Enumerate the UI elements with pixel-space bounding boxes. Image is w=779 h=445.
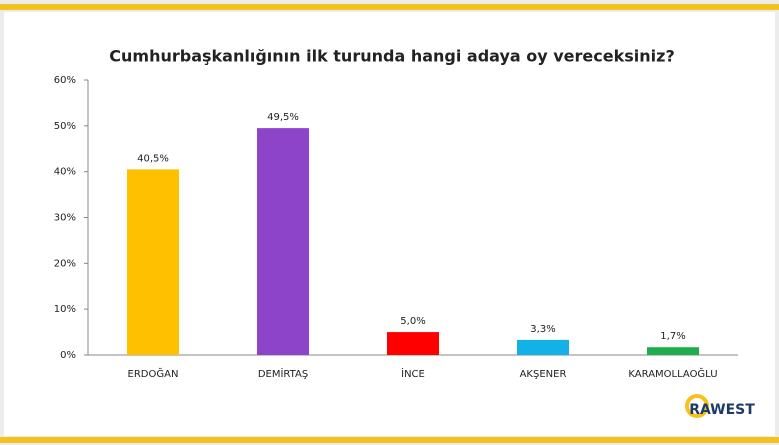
bar xyxy=(517,339,569,355)
y-tick-label: 50% xyxy=(54,121,76,132)
x-tick-label: KARAMOLLAOĞLU xyxy=(628,367,717,380)
bar xyxy=(257,128,309,355)
x-tick-label: ERDOĞAN xyxy=(128,367,179,380)
y-tick-label: 60% xyxy=(54,75,76,86)
bar xyxy=(127,169,179,355)
x-tick-label: DEMİRTAŞ xyxy=(258,367,308,380)
bar xyxy=(387,332,439,355)
bar xyxy=(647,347,699,355)
y-tick-label: 30% xyxy=(54,213,76,224)
logo-mark xyxy=(685,394,709,418)
y-tick-label: 20% xyxy=(54,258,76,269)
value-label: 5,0% xyxy=(400,316,425,327)
chart-title: Cumhurbaşkanlığının ilk turunda hangi ad… xyxy=(109,47,674,66)
y-tick-label: 0% xyxy=(60,350,76,361)
x-tick-label: İNCE xyxy=(401,367,425,380)
logo: RAWEST xyxy=(689,402,755,418)
y-tick-label: 40% xyxy=(54,167,76,178)
x-tick-label: AKŞENER xyxy=(520,369,567,380)
bottom-bar xyxy=(0,437,779,443)
y-tick-label: 10% xyxy=(54,304,76,315)
value-label: 1,7% xyxy=(660,331,685,342)
top-bar xyxy=(0,4,779,10)
value-label: 49,5% xyxy=(267,112,299,123)
value-label: 40,5% xyxy=(137,153,169,164)
value-label: 3,3% xyxy=(530,324,555,335)
